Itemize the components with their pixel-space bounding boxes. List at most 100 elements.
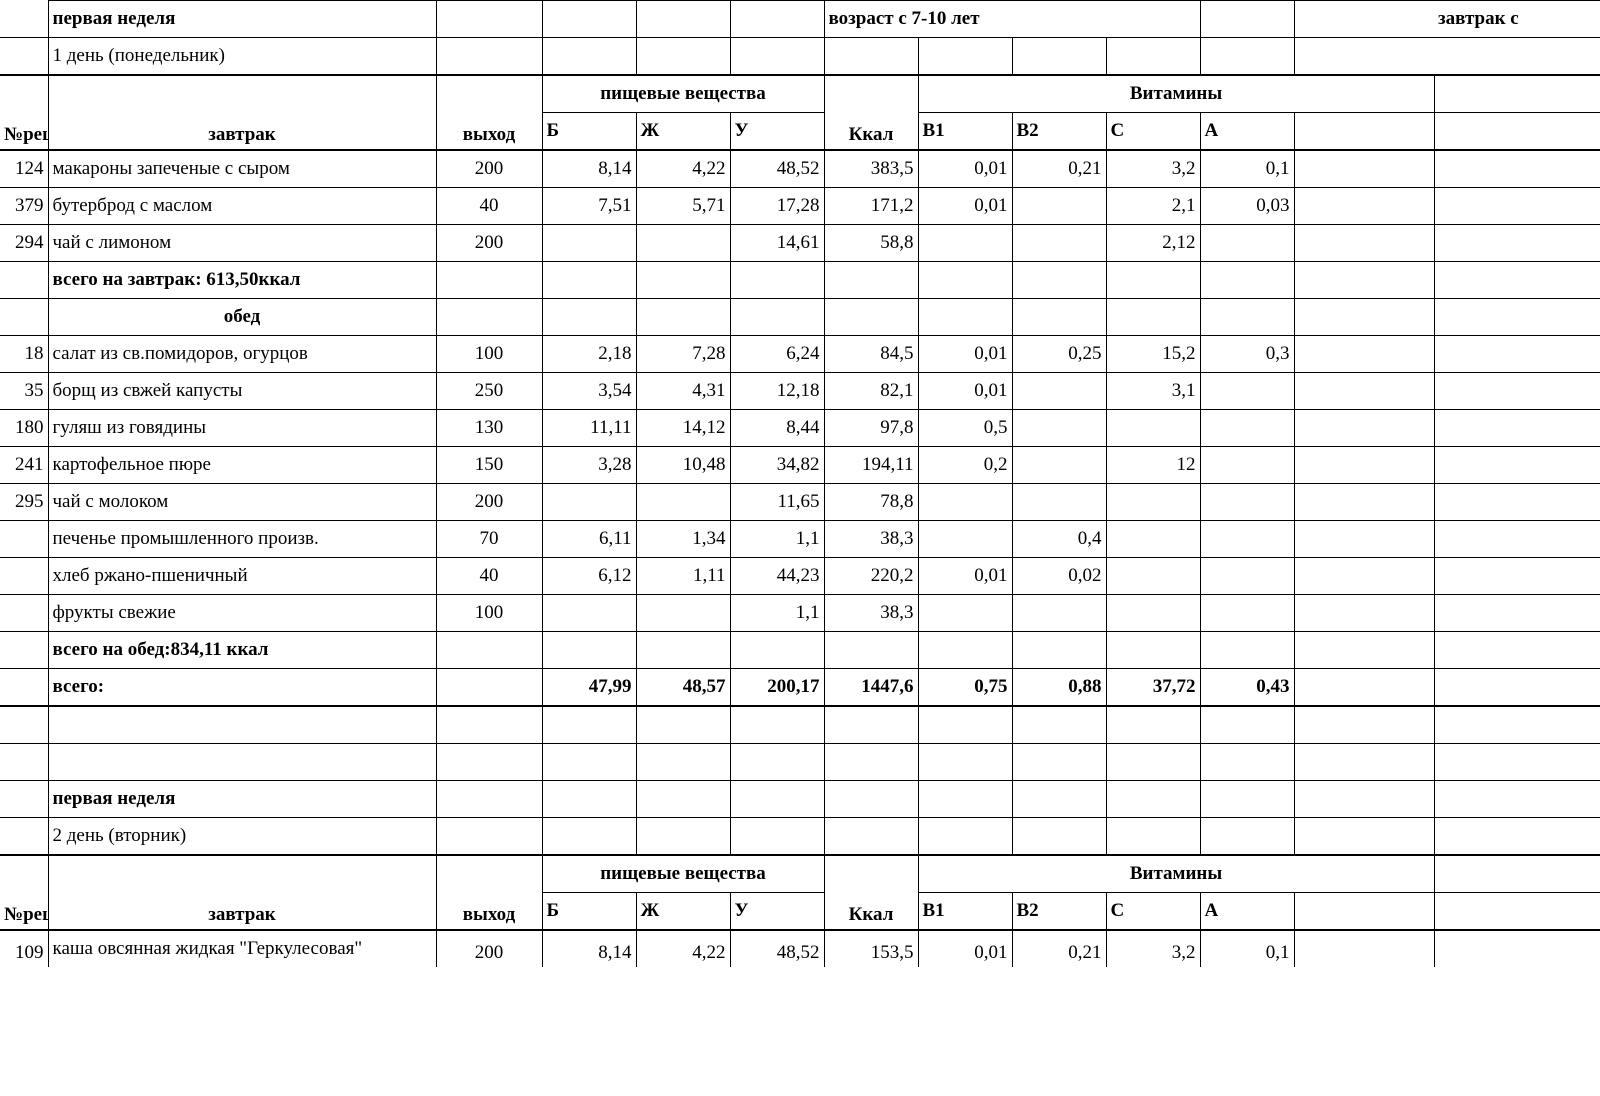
cell: печенье промышленного произв. bbox=[48, 521, 436, 558]
col-u: У bbox=[730, 113, 824, 151]
cell: 0,5 bbox=[918, 410, 1012, 447]
cell: бутерброд с маслом bbox=[48, 188, 436, 225]
cell bbox=[1012, 188, 1106, 225]
table-row: 241 картофельное пюре 150 3,28 10,48 34,… bbox=[0, 447, 1600, 484]
col-zh: Ж bbox=[636, 893, 730, 931]
cell bbox=[1200, 484, 1294, 521]
cell bbox=[1012, 447, 1106, 484]
cell: 97,8 bbox=[824, 410, 918, 447]
cell bbox=[1012, 373, 1106, 410]
cell: каша овсянная жидкая "Геркулесовая" bbox=[48, 930, 436, 967]
cell: макароны запеченые с сыром bbox=[48, 150, 436, 188]
cell: 200,17 bbox=[730, 669, 824, 707]
cell: 0,2 bbox=[918, 447, 1012, 484]
cell: 0,02 bbox=[1012, 558, 1106, 595]
header-row: №рец завтрак выход пищевые вещества Ккал… bbox=[0, 75, 1600, 113]
cell: 241 bbox=[0, 447, 48, 484]
col-b1: В1 bbox=[918, 893, 1012, 931]
col-zh: Ж bbox=[636, 113, 730, 151]
table-row bbox=[0, 706, 1600, 744]
cell: 0,03 bbox=[1200, 188, 1294, 225]
cell: 7,51 bbox=[542, 188, 636, 225]
cell bbox=[1200, 558, 1294, 595]
table-row: 295 чай с молоком 200 11,65 78,8 bbox=[0, 484, 1600, 521]
cell: 48,52 bbox=[730, 930, 824, 967]
cell: чай с лимоном bbox=[48, 225, 436, 262]
table-row: 18 салат из св.помидоров, огурцов 100 2,… bbox=[0, 336, 1600, 373]
cell: 0,3 bbox=[1200, 336, 1294, 373]
cell: 1,11 bbox=[636, 558, 730, 595]
col-output: выход bbox=[436, 75, 542, 150]
cell bbox=[1106, 484, 1200, 521]
col-breakfast: завтрак bbox=[48, 75, 436, 150]
cell bbox=[1012, 484, 1106, 521]
cell bbox=[1106, 595, 1200, 632]
cell: 0,25 bbox=[1012, 336, 1106, 373]
cell bbox=[1106, 558, 1200, 595]
day-label: 1 день (понедельник) bbox=[48, 38, 436, 76]
table-row bbox=[0, 744, 1600, 781]
cell bbox=[1200, 225, 1294, 262]
cell: 8,44 bbox=[730, 410, 824, 447]
cell bbox=[0, 558, 48, 595]
cell bbox=[542, 225, 636, 262]
cell: 295 bbox=[0, 484, 48, 521]
cell bbox=[1012, 410, 1106, 447]
col-c: С bbox=[1106, 113, 1200, 151]
cell bbox=[636, 484, 730, 521]
age-label: возраст с 7-10 лет bbox=[824, 1, 1200, 38]
table-row: 109 каша овсянная жидкая "Геркулесовая" … bbox=[0, 930, 1600, 967]
cell: 124 bbox=[0, 150, 48, 188]
cell: 15,2 bbox=[1106, 336, 1200, 373]
col-c: С bbox=[1106, 893, 1200, 931]
cell: борщ из свжей капусты bbox=[48, 373, 436, 410]
cell: 0,1 bbox=[1200, 930, 1294, 967]
table-row: 2 день (вторник) bbox=[0, 818, 1600, 856]
table-row: обед bbox=[0, 299, 1600, 336]
cell bbox=[1200, 521, 1294, 558]
cell: 2,18 bbox=[542, 336, 636, 373]
col-b: Б bbox=[542, 113, 636, 151]
cell: 130 bbox=[436, 410, 542, 447]
header-row: №рец завтрак выход пищевые вещества Ккал… bbox=[0, 855, 1600, 893]
lunch-label: обед bbox=[48, 299, 436, 336]
cell: 37,72 bbox=[1106, 669, 1200, 707]
cell: 200 bbox=[436, 150, 542, 188]
cell: 82,1 bbox=[824, 373, 918, 410]
table-row: хлеб ржано-пшеничный 40 6,12 1,11 44,23 … bbox=[0, 558, 1600, 595]
col-u: У bbox=[730, 893, 824, 931]
cell: 10,48 bbox=[636, 447, 730, 484]
table-row: 294 чай с лимоном 200 14,61 58,8 2,12 bbox=[0, 225, 1600, 262]
col-kcal: Ккал bbox=[824, 75, 918, 150]
table-row: фрукты свежие 100 1,1 38,3 bbox=[0, 595, 1600, 632]
cell bbox=[542, 484, 636, 521]
week-label: первая неделя bbox=[48, 781, 436, 818]
cell: 0,1 bbox=[1200, 150, 1294, 188]
cell: 2,1 bbox=[1106, 188, 1200, 225]
table-row: 124 макароны запеченые с сыром 200 8,14 … bbox=[0, 150, 1600, 188]
cell: 58,8 bbox=[824, 225, 918, 262]
breakfast-with-label: завтрак с bbox=[1434, 1, 1600, 38]
cell: 14,61 bbox=[730, 225, 824, 262]
col-recipe-no: №рец bbox=[0, 75, 48, 150]
cell: 1,1 bbox=[730, 595, 824, 632]
cell: 7,28 bbox=[636, 336, 730, 373]
cell: 200 bbox=[436, 484, 542, 521]
cell: 171,2 bbox=[824, 188, 918, 225]
table-row: 379 бутерброд с маслом 40 7,51 5,71 17,2… bbox=[0, 188, 1600, 225]
table-row: печенье промышленного произв. 70 6,11 1,… bbox=[0, 521, 1600, 558]
col-b: Б bbox=[542, 893, 636, 931]
cell: 78,8 bbox=[824, 484, 918, 521]
cell bbox=[918, 521, 1012, 558]
table-row: 35 борщ из свжей капусты 250 3,54 4,31 1… bbox=[0, 373, 1600, 410]
cell bbox=[0, 521, 48, 558]
table-row: первая неделя возраст с 7-10 лет завтрак… bbox=[0, 1, 1600, 38]
col-b1: В1 bbox=[918, 113, 1012, 151]
cell: 34,82 bbox=[730, 447, 824, 484]
cell bbox=[1012, 225, 1106, 262]
day-label: 2 день (вторник) bbox=[48, 818, 436, 856]
cell: 2,12 bbox=[1106, 225, 1200, 262]
cell: 11,11 bbox=[542, 410, 636, 447]
cell: 1,34 bbox=[636, 521, 730, 558]
cell: 5,71 bbox=[636, 188, 730, 225]
